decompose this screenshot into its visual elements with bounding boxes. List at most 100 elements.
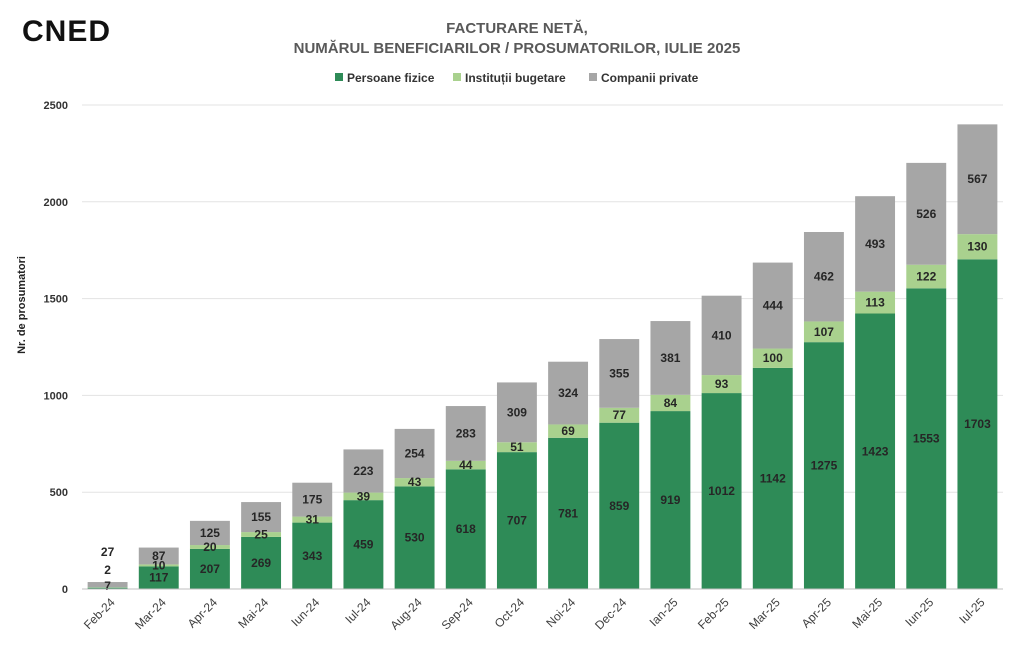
bar-segment (906, 264, 947, 289)
bar-segment (241, 532, 282, 537)
data-label: 84 (664, 396, 678, 410)
bar-segment (599, 339, 640, 408)
bar-segment (752, 367, 793, 589)
data-label: 100 (763, 351, 783, 365)
data-label: 1142 (760, 471, 786, 485)
y-axis-ticks: 0 500 1000 1500 2000 2500 (44, 100, 68, 596)
data-label: 223 (353, 464, 373, 478)
data-label: 125 (200, 526, 220, 540)
bar-segment (548, 361, 589, 425)
bar-segment (957, 259, 998, 589)
data-label: 618 (456, 522, 476, 536)
data-label: 530 (405, 531, 425, 545)
x-tick-label: Iul-25 (956, 595, 987, 626)
data-label: 1703 (964, 417, 991, 431)
x-tick-label: Apr-24 (185, 595, 221, 631)
data-label: 20 (203, 540, 217, 554)
data-label: 1553 (913, 432, 940, 446)
bar-segment (496, 452, 537, 589)
bar-segment (241, 502, 282, 533)
gridlines (82, 104, 1003, 493)
bar-segment (855, 291, 896, 314)
bar-segment (855, 313, 896, 589)
data-label: 122 (916, 270, 936, 284)
y-tick-label: 0 (62, 584, 68, 596)
bar-segment (548, 437, 589, 589)
bar-segment (650, 394, 691, 412)
bar-segment (189, 545, 230, 549)
bar-segment (701, 393, 742, 589)
data-label: 919 (660, 493, 680, 507)
data-label: 7 (104, 579, 111, 593)
data-label: 459 (353, 538, 373, 552)
data-label: 324 (558, 386, 578, 400)
data-label: 207 (200, 562, 220, 576)
bar-segment (394, 486, 435, 589)
x-tick-label: Iun-25 (902, 595, 936, 629)
bar-segment (445, 469, 486, 589)
data-label: 69 (561, 424, 575, 438)
data-label: 107 (814, 325, 834, 339)
data-label: 493 (865, 237, 885, 251)
bar-segment (855, 196, 896, 292)
data-label: 25 (254, 528, 268, 542)
x-tick-label: Noi-24 (543, 595, 578, 630)
data-label: 707 (507, 514, 527, 528)
bar-segment (138, 564, 179, 567)
bar-segment (189, 548, 230, 589)
x-tick-label: Ian-25 (647, 595, 681, 629)
bars (87, 124, 998, 589)
x-tick-label: Aug-24 (387, 595, 424, 632)
x-tick-label: Feb-24 (81, 595, 118, 632)
bar-segment (292, 482, 333, 517)
bar-segment (701, 295, 742, 376)
bar-segment (343, 500, 384, 589)
bar-segment (803, 232, 844, 322)
x-tick-label: Iun-24 (288, 595, 322, 629)
y-tick-label: 1500 (44, 294, 68, 306)
data-label: 43 (408, 475, 422, 489)
data-label: 462 (814, 270, 834, 284)
bar-segment (599, 422, 640, 589)
bar-segment (496, 382, 537, 443)
data-label: 781 (558, 506, 578, 520)
bar-segment (394, 428, 435, 479)
data-label: 77 (613, 408, 627, 422)
x-axis-ticks: Feb-24 Mar-24 Apr-24 Mai-24 Iun-24 Iul-24 Aug-… (81, 595, 988, 632)
bar-segment (803, 342, 844, 589)
data-label: 27 (101, 545, 115, 559)
x-tick-label: Dec-24 (592, 595, 629, 632)
bar-segment (906, 162, 947, 265)
data-labels: 7227117108720720125269251553433117545939… (101, 172, 991, 593)
data-label: 343 (302, 549, 322, 563)
y-tick-label: 1000 (44, 390, 68, 402)
bar-segment (599, 407, 640, 423)
y-axis-label: Nr. de prosumatori (16, 256, 28, 354)
legend-label: Persoane fizice (347, 71, 435, 85)
bar-segment (445, 460, 486, 470)
bar-segment (752, 262, 793, 349)
data-label: 355 (609, 366, 629, 380)
x-tick-label: Apr-25 (799, 595, 835, 631)
bar-segment (957, 124, 998, 235)
data-label: 39 (357, 489, 371, 503)
y-tick-label: 500 (50, 487, 68, 499)
bar-segment (548, 424, 589, 438)
data-label: 1423 (862, 444, 889, 458)
x-tick-label: Mar-25 (746, 595, 783, 632)
data-label: 10 (152, 558, 166, 572)
data-label: 44 (459, 458, 473, 472)
data-label: 283 (456, 426, 476, 440)
data-label: 859 (609, 499, 629, 513)
bar-segment (445, 406, 486, 461)
data-label: 410 (712, 328, 732, 342)
data-label: 87 (152, 549, 166, 563)
data-label: 117 (149, 571, 169, 585)
data-label: 444 (763, 299, 783, 313)
bar-segment (803, 321, 844, 343)
data-label: 175 (302, 493, 322, 507)
bar-segment (957, 234, 998, 260)
legend: Persoane fizice Instituții bugetare Compan… (335, 71, 699, 85)
bar-segment (906, 288, 947, 589)
data-label: 130 (967, 240, 987, 254)
